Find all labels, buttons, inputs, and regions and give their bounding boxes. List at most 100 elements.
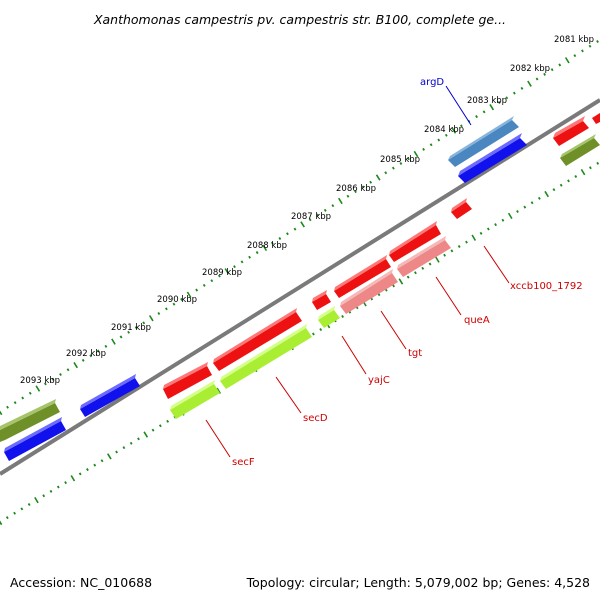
gene-olive-2093[interactable] — [0, 399, 60, 442]
gene-secF[interactable] — [170, 380, 220, 419]
tick-mark — [323, 208, 327, 212]
tick-mark — [581, 49, 584, 53]
tick-mark — [414, 271, 417, 275]
tick-mark — [406, 275, 410, 279]
tick-mark — [44, 382, 47, 386]
tick-mark — [596, 161, 600, 165]
tick-mark — [338, 197, 343, 205]
gene-queA[interactable] — [397, 236, 451, 277]
tick-mark — [180, 297, 183, 301]
label-argD: argD — [420, 77, 444, 88]
tick-mark — [107, 453, 112, 460]
leader-secF — [205, 419, 231, 458]
tick-mark — [186, 291, 192, 298]
map-title: Xanthomonas campestris pv. campestris st… — [93, 12, 506, 27]
tick-mark — [341, 314, 344, 318]
gene-red-2087[interactable] — [451, 198, 472, 219]
tick-mark — [505, 96, 509, 100]
tick-mark — [115, 450, 118, 454]
leader-queA — [435, 276, 462, 316]
tick-mark — [489, 103, 495, 111]
label-xccb100-1792: xccb100_1792 — [510, 281, 583, 292]
gene-argD[interactable] — [448, 116, 519, 167]
gene-olive-2081[interactable] — [560, 134, 600, 166]
leader-xccb100 — [483, 245, 510, 284]
tick-mark — [530, 201, 534, 205]
tick-mark — [137, 437, 140, 441]
tick-mark — [127, 330, 130, 334]
tick-mark — [428, 262, 432, 266]
gene-red-2090-small[interactable] — [312, 290, 331, 310]
tick-label-2085: 2085 kbp — [380, 155, 420, 165]
tick-mark — [51, 377, 55, 381]
tick-mark — [574, 175, 578, 178]
tick-mark — [293, 227, 297, 231]
tick-mark — [479, 231, 483, 235]
tick-mark — [567, 179, 570, 183]
tick-mark — [407, 157, 410, 161]
tick-mark — [482, 110, 486, 114]
tick-mark — [286, 232, 289, 236]
tick-mark — [49, 489, 53, 493]
gene-blue-2085[interactable] — [458, 133, 527, 183]
label-yajC: yajC — [368, 375, 390, 386]
tick-mark — [233, 265, 236, 269]
tick-mark — [564, 57, 570, 64]
gene-red-2081b[interactable] — [592, 113, 600, 124]
tick-mark — [443, 253, 446, 257]
tick-mark — [216, 387, 221, 394]
tick-mark — [507, 212, 513, 220]
tick-mark — [5, 516, 9, 520]
gene-red-2081[interactable] — [553, 116, 589, 146]
tick-mark — [64, 481, 67, 485]
tick-mark — [580, 168, 586, 176]
tick-mark — [486, 227, 490, 231]
gene-yajC[interactable] — [318, 306, 340, 328]
tick-mark — [81, 358, 85, 362]
tick-mark — [165, 307, 168, 311]
gene-blue-2093[interactable] — [4, 417, 66, 461]
gene-red-2092[interactable] — [163, 362, 212, 399]
tick-mark — [122, 446, 126, 450]
gene-secD-upper[interactable] — [213, 308, 302, 371]
tick-mark — [151, 428, 155, 432]
tick-mark — [460, 124, 463, 128]
label-secD: secD — [303, 413, 328, 424]
tick-label-2088: 2088 kbp — [247, 241, 287, 251]
tick-mark — [35, 385, 41, 392]
tick-mark — [391, 166, 395, 170]
tick-mark — [240, 260, 244, 264]
tick-mark — [471, 234, 477, 241]
gene-tgt[interactable] — [340, 269, 398, 314]
tick-mark — [34, 496, 39, 504]
tick-mark — [56, 485, 60, 489]
label-secF: secF — [232, 457, 255, 468]
tick-mark — [544, 190, 549, 198]
tick-label-2084: 2084 kbp — [424, 125, 464, 135]
tick-mark — [475, 115, 478, 119]
tick-mark — [537, 196, 541, 200]
tick-mark — [589, 166, 592, 170]
tick-mark — [157, 312, 161, 315]
tick-mark — [248, 255, 251, 259]
label-queA: queA — [464, 315, 490, 326]
tick-mark — [319, 328, 323, 332]
tick-mark — [523, 205, 527, 209]
tick-mark — [78, 472, 82, 476]
gene-red-2088[interactable] — [389, 221, 441, 262]
gene-blue-2092[interactable] — [80, 374, 140, 417]
tick-mark — [262, 244, 268, 252]
tick-mark — [354, 190, 357, 194]
tick-mark — [172, 302, 176, 306]
tick-mark — [89, 354, 93, 358]
gene-secD[interactable] — [220, 324, 312, 389]
tick-mark — [70, 475, 76, 482]
gene-red-2089[interactable] — [334, 255, 391, 298]
tick-mark — [535, 77, 539, 81]
tick-mark — [119, 335, 123, 339]
tick-mark — [111, 338, 116, 345]
tick-label-2086: 2086 kbp — [336, 184, 376, 194]
tick-mark — [0, 520, 3, 526]
tick-mark — [0, 410, 3, 416]
label-tgt: tgt — [408, 348, 422, 359]
